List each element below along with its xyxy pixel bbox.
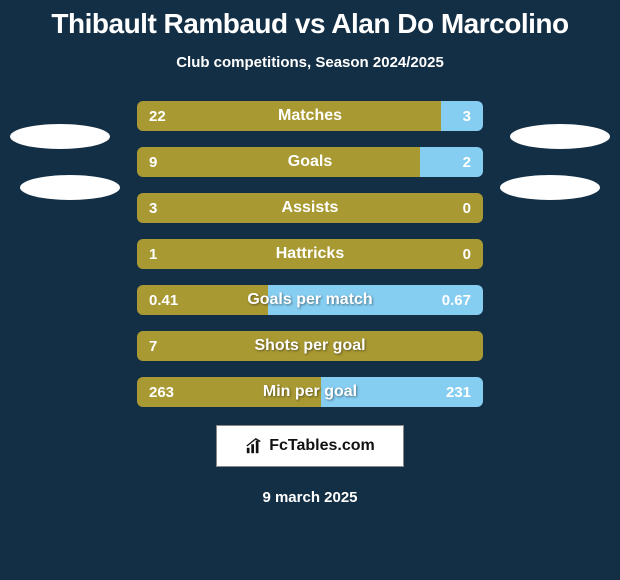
bar-label: Shots per goal	[137, 331, 483, 361]
brand-text: FcTables.com	[269, 437, 375, 455]
decor-ellipse-left-2	[20, 175, 120, 200]
decor-ellipse-right-1	[510, 124, 610, 149]
bar-label: Matches	[137, 101, 483, 131]
bar-label: Assists	[137, 193, 483, 223]
comparison-bars: 223Matches 92Goals 30Assists 10Hattricks 0.4…	[137, 101, 483, 407]
bar-label: Goals	[137, 147, 483, 177]
bar-row: 223Matches	[137, 101, 483, 131]
bar-label: Hattricks	[137, 239, 483, 269]
chart-icon	[245, 437, 263, 455]
bar-label: Goals per match	[137, 285, 483, 315]
bar-row: 0.410.67Goals per match	[137, 285, 483, 315]
bar-row: 92Goals	[137, 147, 483, 177]
decor-ellipse-left-1	[10, 124, 110, 149]
page-subtitle: Club competitions, Season 2024/2025	[0, 54, 620, 71]
brand-box: FcTables.com	[216, 425, 404, 467]
bar-row: 263231Min per goal	[137, 377, 483, 407]
bar-row: 10Hattricks	[137, 239, 483, 269]
date-text: 9 march 2025	[0, 489, 620, 506]
infographic-container: Thibault Rambaud vs Alan Do Marcolino Cl…	[0, 0, 620, 580]
decor-ellipse-right-2	[500, 175, 600, 200]
bar-row: 7Shots per goal	[137, 331, 483, 361]
bar-label: Min per goal	[137, 377, 483, 407]
bar-row: 30Assists	[137, 193, 483, 223]
page-title: Thibault Rambaud vs Alan Do Marcolino	[0, 8, 620, 40]
